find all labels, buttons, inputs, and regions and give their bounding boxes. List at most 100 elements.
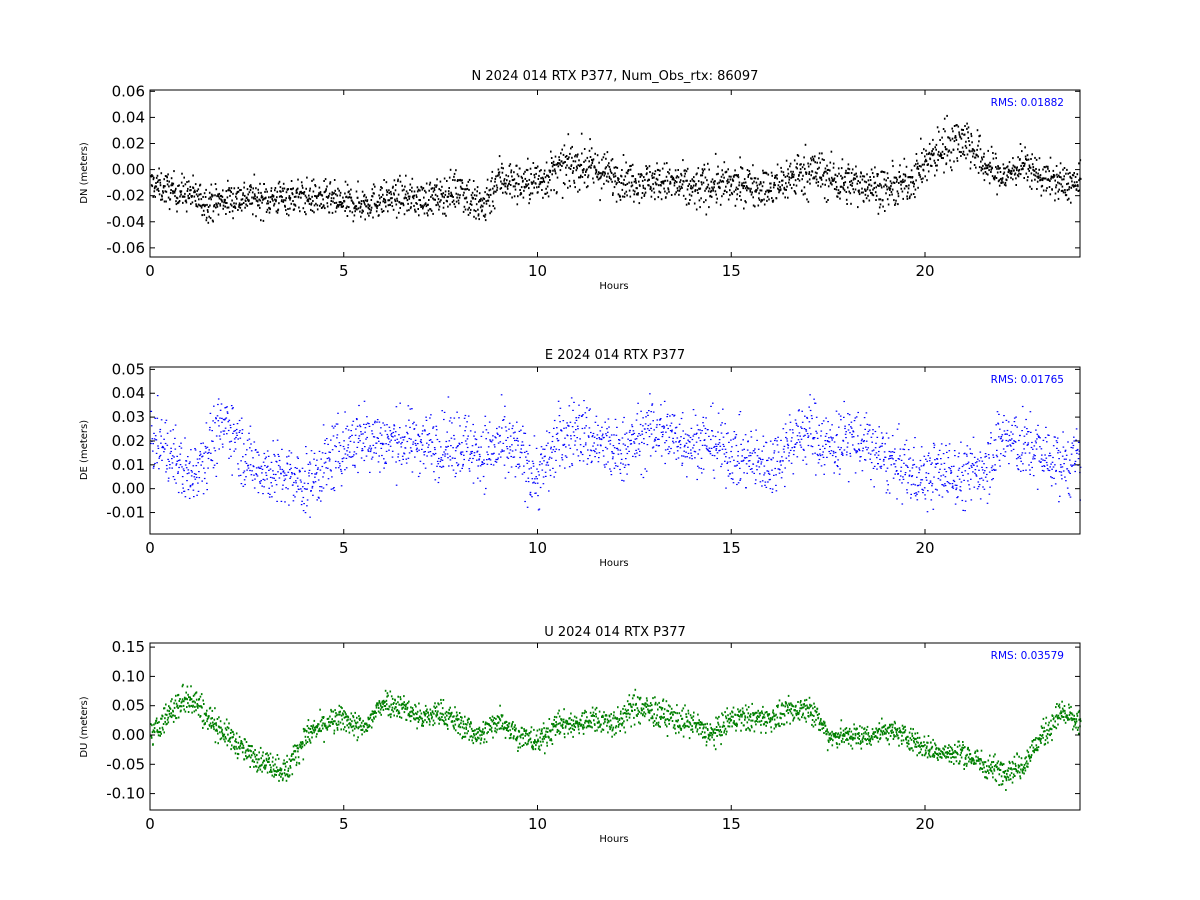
data-point xyxy=(639,450,641,452)
data-point xyxy=(612,192,614,195)
data-point xyxy=(744,200,746,203)
data-point xyxy=(323,472,325,474)
data-point xyxy=(573,435,576,437)
data-point xyxy=(713,183,716,186)
data-point xyxy=(229,427,232,429)
data-point xyxy=(347,447,349,449)
data-point xyxy=(454,179,456,182)
data-point xyxy=(540,177,542,180)
data-point xyxy=(653,176,655,179)
data-point xyxy=(387,199,389,202)
data-point xyxy=(895,460,897,462)
data-point xyxy=(297,178,299,181)
data-point xyxy=(965,453,968,455)
data-point xyxy=(854,417,857,419)
data-point xyxy=(501,450,504,452)
data-point xyxy=(724,189,726,192)
data-point xyxy=(369,471,371,473)
data-point xyxy=(840,167,843,170)
data-point xyxy=(637,192,639,195)
data-point xyxy=(831,183,833,186)
data-point xyxy=(185,199,187,202)
data-point xyxy=(599,172,601,175)
data-point xyxy=(548,432,551,434)
data-point xyxy=(518,183,520,186)
data-point xyxy=(976,129,979,132)
data-point xyxy=(628,189,631,192)
data-point xyxy=(334,425,336,427)
data-point xyxy=(1001,179,1003,182)
data-point xyxy=(653,429,655,431)
data-point xyxy=(692,447,694,449)
data-point xyxy=(396,199,399,202)
data-point xyxy=(488,204,491,207)
data-point xyxy=(629,168,632,171)
data-point xyxy=(862,441,865,443)
data-point xyxy=(733,459,735,461)
data-point xyxy=(393,425,396,427)
data-point xyxy=(285,474,288,476)
data-point xyxy=(871,441,873,443)
data-point xyxy=(592,445,594,447)
data-point xyxy=(864,193,867,196)
data-point xyxy=(600,187,603,190)
data-point xyxy=(152,450,154,452)
data-point xyxy=(257,466,260,468)
data-point xyxy=(707,449,709,451)
data-point xyxy=(579,444,582,446)
data-point xyxy=(987,443,990,445)
data-point xyxy=(403,452,405,454)
data-point xyxy=(649,393,651,395)
data-point xyxy=(382,193,384,196)
data-point xyxy=(1057,181,1059,184)
data-point xyxy=(781,179,783,182)
data-point xyxy=(453,438,456,440)
data-point xyxy=(623,466,626,468)
data-point xyxy=(516,203,519,206)
data-point xyxy=(320,207,323,209)
data-point xyxy=(320,193,322,196)
data-point xyxy=(564,455,567,457)
data-point xyxy=(281,199,283,202)
data-point xyxy=(888,458,890,460)
data-point xyxy=(177,459,180,462)
data-point xyxy=(417,188,420,191)
data-point xyxy=(383,198,386,201)
data-point xyxy=(958,467,961,469)
data-point xyxy=(448,176,451,179)
data-point xyxy=(490,463,492,465)
data-point xyxy=(441,193,443,196)
data-point xyxy=(832,450,835,452)
data-point xyxy=(652,183,654,186)
data-point xyxy=(474,438,477,440)
data-point xyxy=(865,189,867,192)
panel-title: N 2024 014 RTX P377, Num_Obs_rtx: 86097 xyxy=(472,69,759,84)
data-point xyxy=(646,412,648,414)
data-point xyxy=(210,198,212,201)
data-point xyxy=(680,417,683,420)
data-point xyxy=(863,440,865,442)
data-point xyxy=(477,208,479,211)
data-point xyxy=(574,186,576,189)
x-axis-label: Hours xyxy=(599,281,628,292)
data-point xyxy=(470,452,473,454)
data-point xyxy=(553,427,555,429)
data-point xyxy=(156,462,158,464)
data-point xyxy=(249,464,252,466)
data-point xyxy=(554,155,557,158)
data-point xyxy=(480,197,482,200)
data-point xyxy=(434,448,436,451)
data-point xyxy=(510,466,513,468)
data-point xyxy=(675,176,678,179)
data-point xyxy=(798,171,801,174)
data-point xyxy=(262,198,265,201)
data-point xyxy=(349,440,352,442)
data-point xyxy=(452,179,454,181)
data-point xyxy=(346,205,348,208)
data-point xyxy=(170,189,172,191)
data-point xyxy=(869,176,871,178)
data-point xyxy=(787,168,789,171)
data-point xyxy=(620,175,623,178)
data-point xyxy=(888,187,890,190)
data-point xyxy=(364,218,366,221)
